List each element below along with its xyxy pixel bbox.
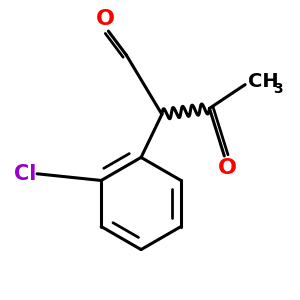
Text: 3: 3: [273, 82, 283, 96]
Text: Cl: Cl: [14, 164, 36, 184]
Text: O: O: [96, 9, 115, 29]
Text: CH: CH: [248, 72, 279, 91]
Text: O: O: [218, 158, 237, 178]
